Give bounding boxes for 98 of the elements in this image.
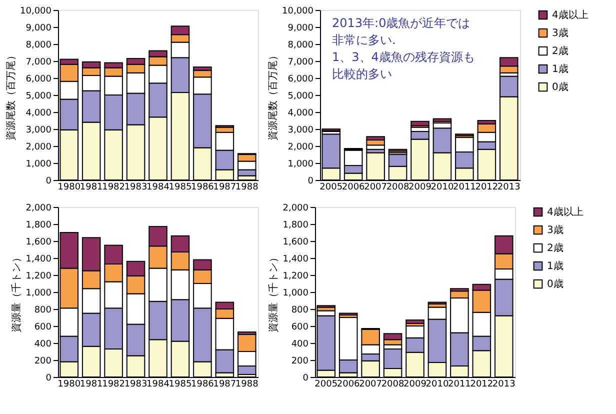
annotation: 1、3、4歳魚の残存資源も: [332, 50, 475, 64]
y-tick-label: 3,000: [288, 126, 314, 136]
x-tick-label: 2011: [452, 182, 476, 192]
y-tick-label: 600: [291, 322, 309, 332]
y-tick-label: 4,000: [288, 108, 314, 118]
y-tick-label: 0: [46, 176, 52, 186]
y-tick-label: 1,800: [282, 220, 309, 230]
annotation: 非常に多い.: [332, 33, 396, 47]
y-tick-label: 2,000: [288, 142, 314, 152]
y-tick-label: 0: [302, 374, 309, 384]
x-tick-label: 1987: [213, 380, 236, 390]
y-tick-label: 1,000: [26, 288, 52, 298]
y-tick-label: 200: [34, 356, 52, 366]
y-tick-label: 1,000: [288, 160, 314, 170]
x-tick-label: 1980: [58, 182, 81, 192]
y-tick-label: 4,000: [26, 108, 52, 118]
x-tick-label: 1983: [124, 380, 148, 390]
y-tick-label: 6,000: [288, 74, 314, 84]
y-axis-title: 資源量（千トン）: [10, 252, 23, 332]
x-tick-label: 2006: [342, 182, 366, 192]
y-tick-label: 8,000: [26, 40, 52, 50]
legend-label: 0歳: [552, 81, 568, 93]
y-tick-label: 0: [308, 176, 314, 186]
x-tick-label: 1980: [58, 380, 81, 390]
legend-label: 2歳: [547, 242, 564, 254]
y-tick-label: 7,000: [26, 58, 52, 68]
y-tick-label: 3,000: [26, 126, 52, 136]
x-tick-label: 2007: [364, 182, 388, 192]
x-tick-label: 1987: [213, 182, 236, 192]
x-tick-label: 2013: [497, 182, 520, 192]
x-tick-label: 2009: [408, 182, 432, 192]
y-tick-label: 1,200: [26, 272, 52, 282]
annotation: 比較的多い: [332, 67, 392, 81]
y-tick-label: 9,000: [288, 24, 314, 34]
x-tick-label: 1983: [124, 182, 148, 192]
y-tick-label: 7,000: [288, 58, 314, 68]
x-tick-label: 2010: [430, 182, 454, 192]
y-tick-label: 800: [34, 306, 52, 316]
y-axis-title: 資源尾数（百万尾）: [5, 50, 18, 140]
y-tick-label: 1,400: [282, 254, 309, 264]
x-tick-label: 2008: [381, 380, 405, 390]
y-tick-label: 10,000: [20, 6, 52, 16]
legend-label: 2歳: [552, 45, 568, 57]
y-tick-label: 2,000: [26, 204, 52, 214]
x-tick-label: 1988: [235, 380, 259, 390]
x-tick-label: 2005: [320, 182, 343, 192]
x-tick-label: 1988: [235, 182, 259, 192]
y-axis-title: 資源尾数（百万尾）: [267, 50, 280, 140]
x-tick-label: 2007: [359, 380, 382, 390]
x-tick-label: 1982: [102, 380, 126, 390]
x-tick-label: 1985: [168, 182, 192, 192]
y-tick-label: 400: [291, 340, 309, 350]
legend-label: 1歳: [552, 63, 568, 75]
y-axis-title: 資源量（千トン）: [268, 252, 280, 332]
x-tick-label: 1984: [146, 182, 170, 192]
annotation: 2013年:0歳魚が近年では: [332, 16, 470, 30]
y-tick-label: 1,400: [26, 254, 52, 264]
x-tick-label: 2012: [470, 380, 494, 390]
legend-label: 4歳以上: [547, 206, 584, 218]
y-tick-label: 800: [291, 306, 309, 316]
legend-label: 4歳以上: [552, 9, 588, 21]
legend-label: 3歳: [547, 224, 564, 236]
legend-label: 3歳: [552, 27, 568, 39]
y-tick-label: 5,000: [288, 92, 314, 102]
y-tick-label: 1,600: [282, 238, 309, 248]
x-tick-label: 1982: [102, 182, 126, 192]
y-tick-label: 1,600: [26, 238, 52, 248]
y-tick-label: 400: [34, 340, 52, 350]
x-tick-label: 1984: [146, 380, 170, 390]
y-tick-label: 1,800: [26, 220, 52, 230]
y-tick-label: 600: [34, 322, 52, 332]
y-tick-label: 200: [291, 356, 309, 366]
x-tick-label: 1986: [190, 182, 214, 192]
x-tick-label: 2009: [404, 380, 427, 390]
y-tick-label: 2,000: [282, 204, 309, 214]
y-tick-label: 5,000: [26, 92, 52, 102]
y-tick-label: 1,000: [282, 288, 309, 298]
y-tick-label: 1,200: [282, 272, 309, 282]
legend-label: 0歳: [547, 278, 564, 290]
x-tick-label: 2005: [314, 380, 338, 390]
x-tick-label: 2013: [492, 380, 516, 390]
x-tick-label: 1981: [80, 182, 103, 192]
x-tick-label: 1985: [168, 380, 192, 390]
y-tick-label: 0: [46, 374, 52, 384]
x-tick-label: 1986: [190, 380, 214, 390]
y-tick-label: 8,000: [288, 40, 314, 50]
y-tick-label: 2,000: [26, 142, 52, 152]
y-tick-label: 6,000: [26, 74, 52, 84]
x-tick-label: 2006: [336, 380, 360, 390]
y-tick-label: 1,000: [26, 160, 52, 170]
x-tick-label: 2010: [426, 380, 449, 390]
x-tick-label: 1981: [80, 380, 103, 390]
x-tick-label: 2012: [475, 182, 498, 192]
y-tick-label: 10,000: [282, 6, 314, 16]
x-tick-label: 2011: [448, 380, 471, 390]
legend-label: 1歳: [547, 260, 564, 272]
y-tick-label: 9,000: [26, 24, 52, 34]
x-tick-label: 2008: [386, 182, 410, 192]
